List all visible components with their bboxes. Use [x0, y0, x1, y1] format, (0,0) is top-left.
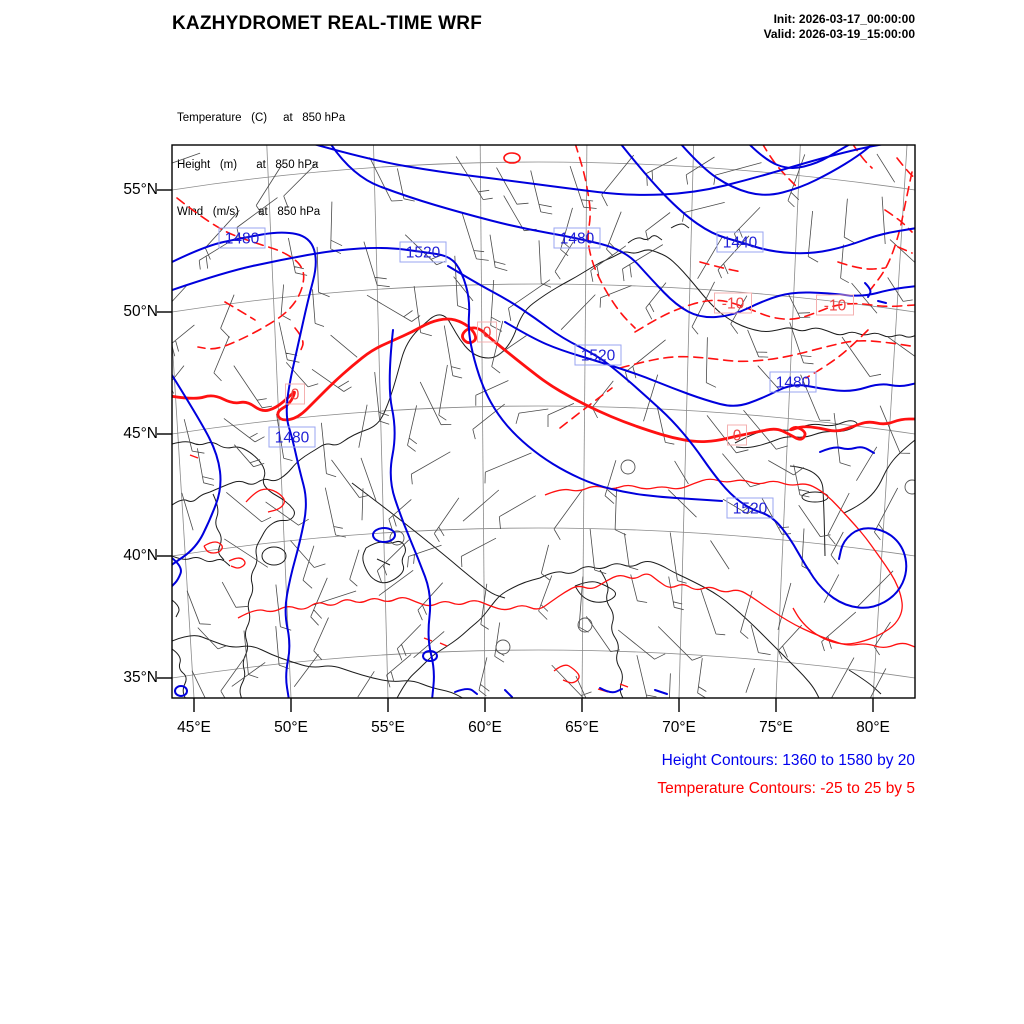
legend-line-temperature: Temperature (C) at 850 hPa	[177, 112, 346, 125]
svg-text:0: 0	[483, 325, 492, 342]
legend-line-wind: Wind (m/s) at 850 hPa	[177, 205, 321, 218]
height-contour-label: 1480	[553, 227, 601, 249]
y-axis-label: 40°N	[123, 547, 158, 564]
svg-text:1480: 1480	[560, 231, 595, 248]
temperature-contour-label: -10	[816, 294, 854, 316]
valid-time: Valid: 2026-03-19_15:00:00	[763, 27, 915, 41]
x-axis-label: 45°E	[177, 719, 211, 736]
wind-barbs	[172, 152, 915, 698]
x-axis-label: 55°E	[371, 719, 405, 736]
x-axis-label: 65°E	[565, 719, 599, 736]
contour-labels: 1480 1520 1480 1440 1520 1480 1480 1520 0 0 -10 -10…	[218, 227, 854, 519]
temp-contour-note: Temperature Contours: -25 to 25 by 5	[657, 780, 915, 797]
svg-text:1480: 1480	[275, 430, 310, 447]
height-contours	[172, 145, 915, 698]
axis-ticks	[157, 189, 874, 712]
coastlines-and-borders	[172, 223, 915, 698]
temperature-contour-zero	[172, 317, 915, 443]
init-time: Init: 2026-03-17_00:00:00	[773, 12, 915, 26]
temperature-contours-thin	[189, 152, 915, 693]
height-contour-label: 1520	[399, 241, 447, 263]
svg-text:-10: -10	[722, 296, 745, 313]
y-axis-label: 35°N	[123, 669, 158, 686]
y-axis-label: 50°N	[123, 303, 158, 320]
calm-wind-circles	[389, 459, 915, 655]
height-contour-label: 1520	[726, 497, 774, 519]
map-frame	[171, 144, 916, 699]
temperature-contour-label: 0	[727, 424, 747, 446]
height-contour-label: 1440	[716, 231, 764, 253]
temperature-contour-label: 0	[477, 321, 497, 343]
svg-text:-10: -10	[824, 298, 847, 315]
temperature-contour-label: -10	[714, 292, 752, 314]
svg-text:1520: 1520	[406, 245, 441, 262]
y-axis-label: 55°N	[123, 181, 158, 198]
height-contour-label: 1480	[218, 227, 266, 249]
run-times: Init: 2026-03-17_00:00:00 Valid: 2026-03…	[764, 12, 915, 42]
x-axis-label: 80°E	[856, 719, 890, 736]
svg-text:0: 0	[291, 387, 300, 404]
svg-text:1520: 1520	[581, 348, 616, 365]
field-legend: Temperature (C) at 850 hPa Height (m) at…	[177, 80, 345, 252]
y-axis-label: 45°N	[123, 425, 158, 442]
x-axis-label: 60°E	[468, 719, 502, 736]
x-axis-label: 50°E	[274, 719, 308, 736]
graticule	[172, 145, 915, 698]
temperature-contour-label: 0	[285, 383, 305, 405]
height-contour-label: 1480	[268, 426, 316, 448]
svg-text:1480: 1480	[776, 375, 811, 392]
svg-text:1520: 1520	[733, 501, 768, 518]
svg-text:1440: 1440	[723, 235, 758, 252]
height-contour-label: 1520	[574, 344, 622, 366]
svg-text:1480: 1480	[225, 231, 260, 248]
svg-text:0: 0	[733, 428, 742, 445]
legend-line-height: Height (m) at 850 hPa	[177, 158, 319, 171]
temperature-contours-dashed	[176, 145, 915, 429]
height-contour-note: Height Contours: 1360 to 1580 by 20	[661, 752, 915, 769]
x-axis-label: 75°E	[759, 719, 793, 736]
height-contour-label: 1480	[769, 371, 817, 393]
x-axis-label: 70°E	[662, 719, 696, 736]
page-title: KAZHYDROMET REAL-TIME WRF	[172, 13, 483, 34]
